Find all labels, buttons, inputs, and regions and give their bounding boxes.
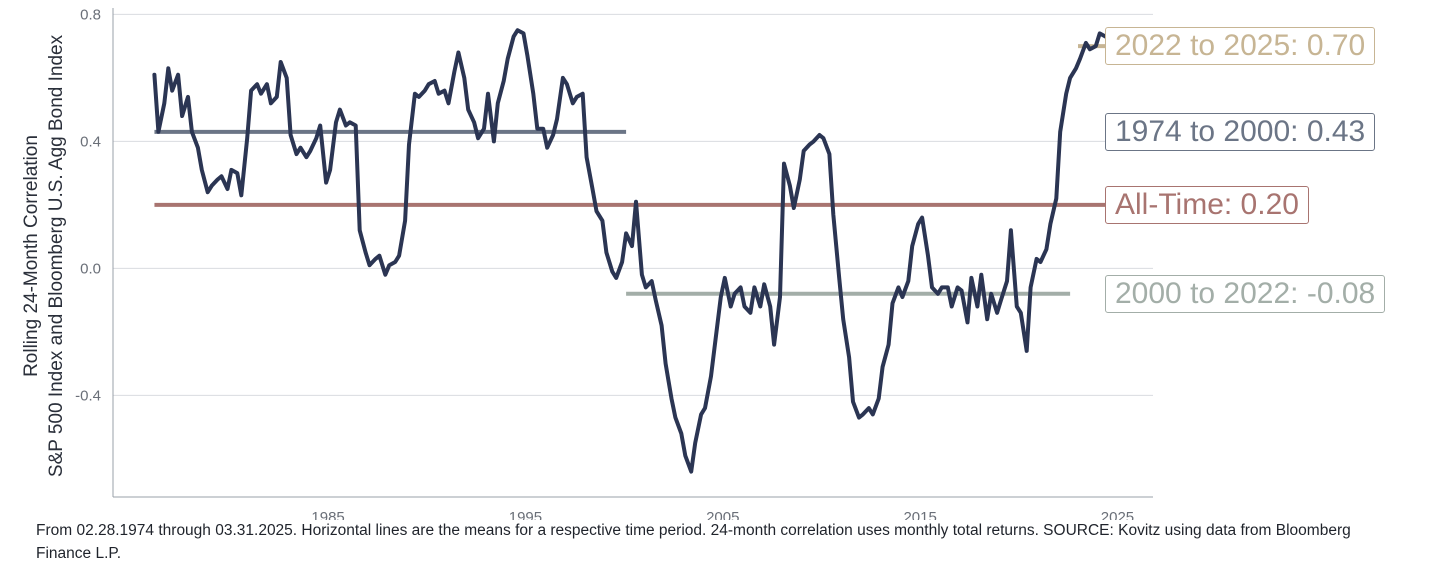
x-tick-label: 2025 xyxy=(1101,509,1134,520)
mean-callout-label: 2000 to 2022: -0.08 xyxy=(1105,274,1386,313)
y-tick-label: 0.0 xyxy=(80,260,101,277)
axes xyxy=(112,8,1153,498)
x-tick-label: 2015 xyxy=(903,509,936,520)
chart-canvas: -0.4 0.0 0.4 0.8 1985 1995 2005 2015 2025 Rollin… xyxy=(21,6,1153,520)
mean-lines xyxy=(154,44,1122,296)
y-tick-label: 0.8 xyxy=(80,6,101,23)
x-tick-label: 1985 xyxy=(311,509,344,520)
mean-callout-label: 2022 to 2025: 0.70 xyxy=(1105,27,1376,66)
y-axis-label-line2: S&P 500 Index and Bloomberg U.S. Agg Bon… xyxy=(46,34,67,477)
x-tick-label: 1995 xyxy=(509,509,542,520)
y-axis-title: Rolling 24-Month Correlation S&P 500 Ind… xyxy=(21,34,67,477)
y-tick-label: 0.4 xyxy=(80,133,101,150)
y-axis-label-line1: Rolling 24-Month Correlation xyxy=(21,135,42,377)
grid-lines xyxy=(113,13,1153,396)
mean-callout-label: All-Time: 0.20 xyxy=(1105,185,1309,224)
correlation-series-line xyxy=(152,28,1124,474)
tick-labels: -0.4 0.0 0.4 0.8 1985 1995 2005 2015 2025 xyxy=(75,6,1134,520)
x-tick-label: 2005 xyxy=(706,509,739,520)
chart-footnote: From 02.28.1974 through 03.31.2025. Hori… xyxy=(36,522,1351,562)
series-layer xyxy=(152,28,1124,474)
correlation-chart: -0.4 0.0 0.4 0.8 1985 1995 2005 2015 2025 Rollin… xyxy=(21,6,1386,520)
y-tick-label: -0.4 xyxy=(75,387,101,404)
mean-callout-label: 1974 to 2000: 0.43 xyxy=(1105,112,1376,151)
